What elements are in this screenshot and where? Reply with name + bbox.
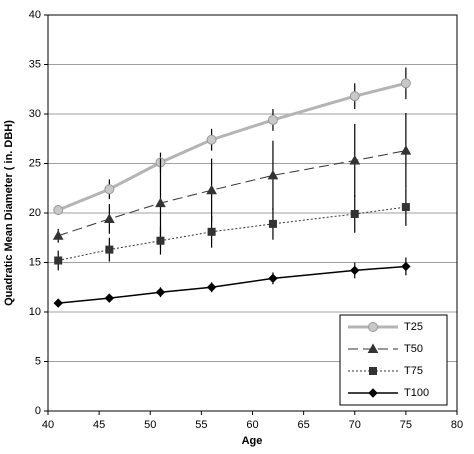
marker <box>53 205 64 216</box>
marker <box>400 78 411 89</box>
marker <box>368 388 378 398</box>
marker <box>52 230 64 240</box>
marker <box>400 145 412 155</box>
y-tick-label: 25 <box>29 157 41 169</box>
x-tick-label: 50 <box>144 419 156 431</box>
marker <box>207 227 216 236</box>
marker <box>401 203 410 212</box>
x-tick-label: 75 <box>400 419 412 431</box>
marker <box>104 184 115 195</box>
x-tick-label: 55 <box>195 419 207 431</box>
plot-frame <box>47 14 458 412</box>
legend-box <box>339 314 448 406</box>
marker <box>401 261 411 272</box>
legend: T25 T50 T75 T100 <box>339 314 448 406</box>
marker <box>104 293 115 303</box>
x-tick-label: 70 <box>349 419 361 431</box>
y-tick-label: 0 <box>35 405 41 417</box>
marker <box>105 245 114 254</box>
marker <box>267 169 279 180</box>
marker <box>367 343 379 353</box>
marker <box>103 213 115 223</box>
marker <box>156 236 165 245</box>
marker <box>155 287 166 297</box>
x-tick-label: 40 <box>42 419 54 431</box>
y-tick-label: 5 <box>35 355 41 367</box>
y-axis-label: Quadratic Mean Diameter ( in. DBH) <box>3 120 15 306</box>
marker <box>53 298 63 308</box>
marker <box>155 197 166 208</box>
marker <box>268 219 277 228</box>
marker <box>350 209 359 218</box>
y-tick-label: 40 <box>29 9 41 21</box>
y-tick-label: 35 <box>29 58 41 70</box>
marker <box>206 282 217 292</box>
x-axis-label: Age <box>242 435 263 447</box>
x-tick-label: 65 <box>298 419 310 431</box>
marker <box>206 184 217 195</box>
x-tick-label: 60 <box>246 419 258 431</box>
legend-label: T25 <box>404 321 423 333</box>
y-tick-label: 20 <box>29 207 41 219</box>
marker <box>368 322 378 332</box>
legend-label: T100 <box>404 387 429 399</box>
y-tick-label: 10 <box>29 306 41 318</box>
y-tick-label: 15 <box>29 256 41 268</box>
legend-label: T75 <box>404 365 423 377</box>
x-tick-label: 80 <box>451 419 463 431</box>
marker <box>206 134 217 145</box>
marker <box>267 114 278 125</box>
x-tick-label: 45 <box>93 419 105 431</box>
marker <box>54 256 63 265</box>
marker <box>349 155 361 165</box>
legend-label: T50 <box>404 343 423 355</box>
marker <box>268 273 278 284</box>
marker <box>349 91 360 102</box>
marker <box>369 367 377 375</box>
y-tick-label: 30 <box>29 108 41 120</box>
marker <box>350 265 360 276</box>
